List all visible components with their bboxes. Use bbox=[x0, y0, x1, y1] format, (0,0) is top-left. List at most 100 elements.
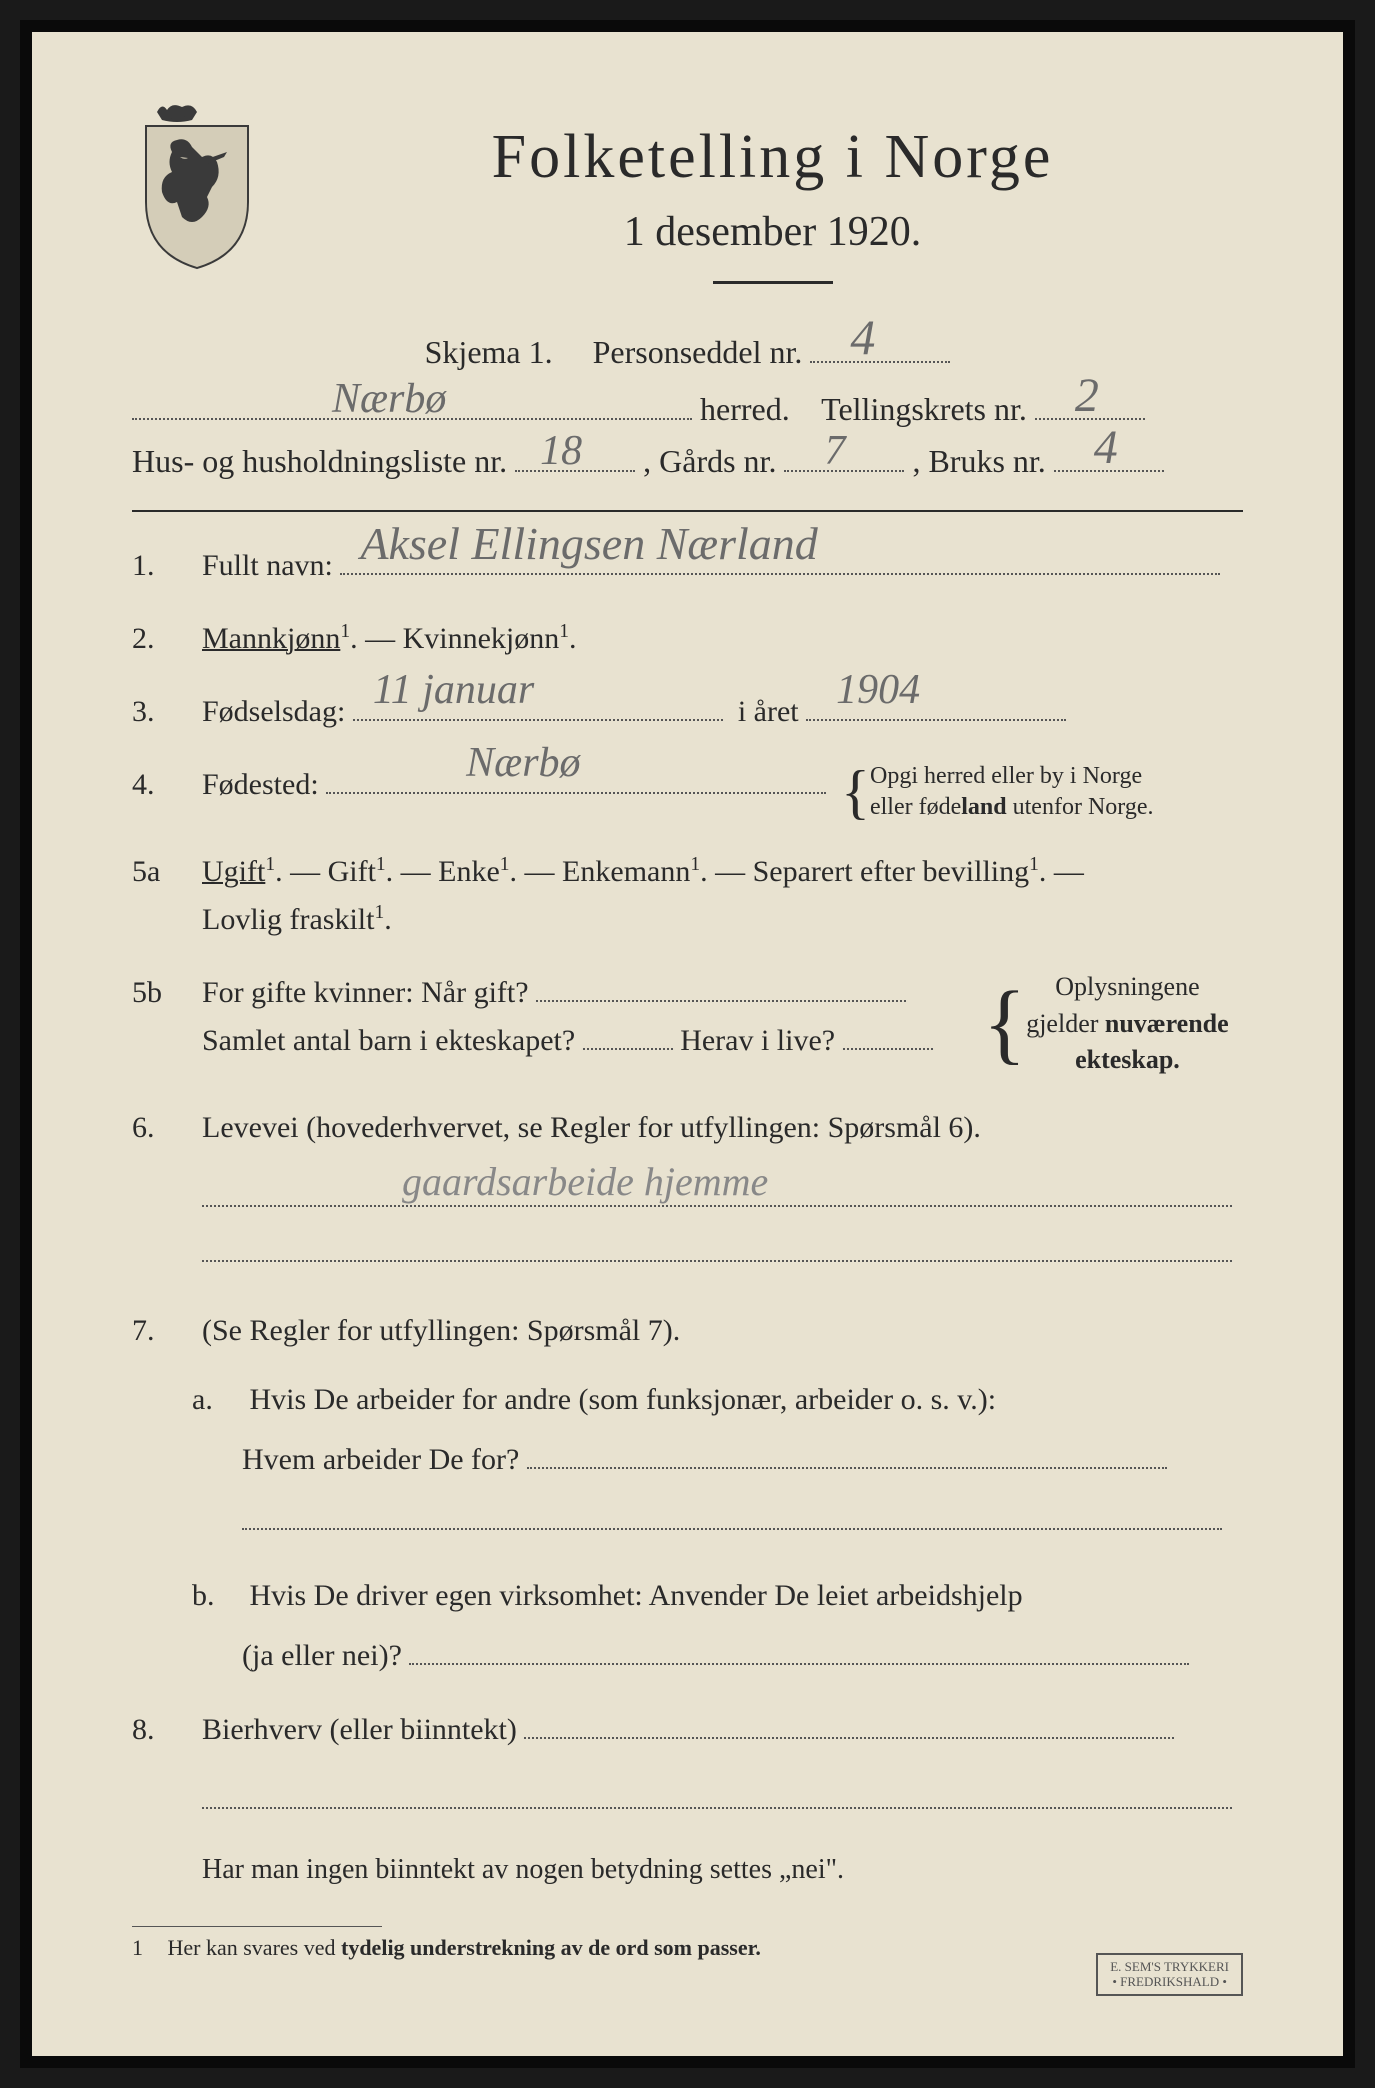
q1-row: 1. Fullt navn: Aksel Ellingsen Nærland bbox=[132, 542, 1243, 590]
q8-row: 8. Bierhverv (eller biinntekt) bbox=[132, 1706, 1243, 1824]
q7b: b. Hvis De driver egen virksomhet: Anven… bbox=[192, 1566, 1243, 1686]
q3-val2: 1904 bbox=[836, 657, 920, 724]
q7a-l1: Hvis De arbeider for andre (som funksjon… bbox=[250, 1383, 997, 1416]
q5b-num: 5b bbox=[132, 969, 202, 1017]
q6-field2 bbox=[202, 1222, 1232, 1262]
footnote-rule bbox=[132, 1926, 382, 1927]
q3-field1: 11 januar bbox=[353, 719, 723, 721]
q6-num: 6. bbox=[132, 1104, 202, 1152]
q7-intro: (Se Regler for utfyllingen: Spørsmål 7). bbox=[202, 1307, 1243, 1355]
q5b-l2b: Herav i live? bbox=[680, 1024, 835, 1057]
q5b-field3 bbox=[843, 1048, 933, 1050]
q5b-l1: For gifte kvinner: Når gift? bbox=[202, 976, 529, 1009]
q7a-field2 bbox=[242, 1490, 1222, 1530]
main-title: Folketelling i Norge bbox=[302, 122, 1243, 193]
q8-field2 bbox=[202, 1769, 1232, 1809]
brace-icon: { bbox=[983, 988, 1026, 1060]
q3-label2: i året bbox=[738, 695, 799, 728]
herred-line: Nærbø herred. Tellingskrets nr. 2 bbox=[132, 391, 1243, 428]
q5a-row: 5a Ugift1. — Gift1. — Enke1. — Enkemann1… bbox=[132, 848, 1243, 944]
q7b-label: b. bbox=[192, 1566, 242, 1626]
q5a-num: 5a bbox=[132, 848, 202, 896]
krets-field: 2 bbox=[1035, 418, 1145, 420]
q5b-note: Oplysningene gjelder nuværende ekteskap. bbox=[1026, 969, 1228, 1078]
header: Folketelling i Norge 1 desember 1920. bbox=[132, 102, 1243, 314]
q7b-l1: Hvis De driver egen virksomhet: Anvender… bbox=[250, 1579, 1023, 1612]
q6-blank-line bbox=[202, 1222, 1243, 1267]
coat-of-arms-icon bbox=[132, 102, 262, 272]
q7b-field bbox=[409, 1663, 1189, 1665]
q6-row: 6. Levevei (hovederhvervet, se Regler fo… bbox=[132, 1104, 1243, 1152]
census-form-page: Folketelling i Norge 1 desember 1920. Sk… bbox=[20, 20, 1355, 2068]
q5a-ugift: Ugift bbox=[202, 855, 265, 888]
q3-val1: 11 januar bbox=[373, 657, 534, 724]
q3-row: 3. Fødselsdag: 11 januar i året 1904 bbox=[132, 688, 1243, 736]
q7-num: 7. bbox=[132, 1307, 202, 1355]
q5a-line2: Lovlig fraskilt1. bbox=[202, 903, 392, 936]
q6-field: gaardsarbeide hjemme bbox=[202, 1162, 1232, 1207]
q3-label1: Fødselsdag: bbox=[202, 695, 345, 728]
skjema-label: Skjema 1. bbox=[425, 334, 553, 370]
q4-field: Nærbø bbox=[326, 792, 826, 794]
bruks-label: , Bruks nr. bbox=[912, 443, 1045, 479]
q1-num: 1. bbox=[132, 542, 202, 590]
herred-field: Nærbø bbox=[132, 418, 692, 420]
personseddel-value: 4 bbox=[850, 308, 875, 366]
q3-num: 3. bbox=[132, 688, 202, 736]
q2-kvinne: — Kvinnekjønn bbox=[365, 622, 559, 655]
title-block: Folketelling i Norge 1 desember 1920. bbox=[302, 102, 1243, 314]
printer-stamp: E. SEM'S TRYKKERI • FREDRIKSHALD • bbox=[1096, 1953, 1243, 1996]
q7-row: 7. (Se Regler for utfyllingen: Spørsmål … bbox=[132, 1307, 1243, 1355]
hus-value: 18 bbox=[540, 427, 582, 475]
personseddel-field: 4 bbox=[810, 361, 950, 363]
brace-icon: { bbox=[841, 768, 870, 816]
q7a: a. Hvis De arbeider for andre (som funks… bbox=[192, 1370, 1243, 1551]
q5b-field2 bbox=[583, 1048, 673, 1050]
q4-value: Nærbø bbox=[466, 730, 580, 797]
q5b-row: 5b For gifte kvinner: Når gift? Samlet a… bbox=[132, 969, 1243, 1078]
q6-value: gaardsarbeide hjemme bbox=[402, 1158, 768, 1205]
q5b-field1 bbox=[536, 1000, 906, 1002]
hus-line: Hus- og husholdningsliste nr. 18 , Gårds… bbox=[132, 443, 1243, 480]
q5b-l2a: Samlet antal barn i ekteskapet? bbox=[202, 1024, 575, 1057]
q4-row: 4. Fødested: Nærbø { Opgi herred eller b… bbox=[132, 761, 1243, 823]
q7b-l2: (ja eller nei)? bbox=[242, 1639, 402, 1672]
personseddel-label: Personseddel nr. bbox=[593, 334, 803, 370]
q7a-label: a. bbox=[192, 1370, 242, 1430]
title-divider bbox=[713, 281, 833, 284]
q1-field: Aksel Ellingsen Nærland bbox=[340, 573, 1220, 575]
herred-value: Nærbø bbox=[332, 375, 446, 423]
hus-field: 18 bbox=[515, 470, 635, 472]
gards-label: , Gårds nr. bbox=[643, 443, 776, 479]
q4-note: Opgi herred eller by i Norge eller fødel… bbox=[870, 761, 1210, 823]
footer-note: Har man ingen biinntekt av nogen betydni… bbox=[202, 1854, 1243, 1886]
q4-num: 4. bbox=[132, 761, 202, 809]
hus-label: Hus- og husholdningsliste nr. bbox=[132, 443, 507, 479]
q6-answer-line: gaardsarbeide hjemme bbox=[202, 1162, 1243, 1212]
q2-row: 2. Mannkjønn1. — Kvinnekjønn1. bbox=[132, 615, 1243, 663]
q1-value: Aksel Ellingsen Nærland bbox=[360, 507, 817, 581]
footnote: 1 Her kan svares ved tydelig understrekn… bbox=[132, 1926, 1243, 1961]
q1-label: Fullt navn: bbox=[202, 549, 333, 582]
bruks-field: 4 bbox=[1054, 470, 1164, 472]
q7a-field bbox=[527, 1467, 1167, 1469]
q3-field2: 1904 bbox=[806, 719, 1066, 721]
gards-value: 7 bbox=[824, 427, 845, 475]
q8-num: 8. bbox=[132, 1706, 202, 1754]
q4-label: Fødested: bbox=[202, 768, 319, 801]
q8-field bbox=[524, 1737, 1174, 1739]
q2-num: 2. bbox=[132, 615, 202, 663]
subtitle: 1 desember 1920. bbox=[302, 208, 1243, 256]
q6-text: Levevei (hovederhvervet, se Regler for u… bbox=[202, 1111, 981, 1144]
q7a-l2: Hvem arbeider De for? bbox=[242, 1443, 519, 1476]
krets-value: 2 bbox=[1075, 368, 1099, 423]
bruks-value: 4 bbox=[1094, 420, 1118, 475]
skjema-line: Skjema 1. Personseddel nr. 4 bbox=[132, 334, 1243, 371]
questions-section: 1. Fullt navn: Aksel Ellingsen Nærland 2… bbox=[132, 542, 1243, 1961]
q2-mann: Mannkjønn bbox=[202, 622, 340, 655]
krets-label: Tellingskrets nr. bbox=[821, 391, 1027, 427]
gards-field: 7 bbox=[784, 470, 904, 472]
herred-label: herred. bbox=[700, 391, 790, 427]
q8-label: Bierhverv (eller biinntekt) bbox=[202, 1713, 517, 1746]
footnote-num: 1 bbox=[132, 1935, 162, 1961]
